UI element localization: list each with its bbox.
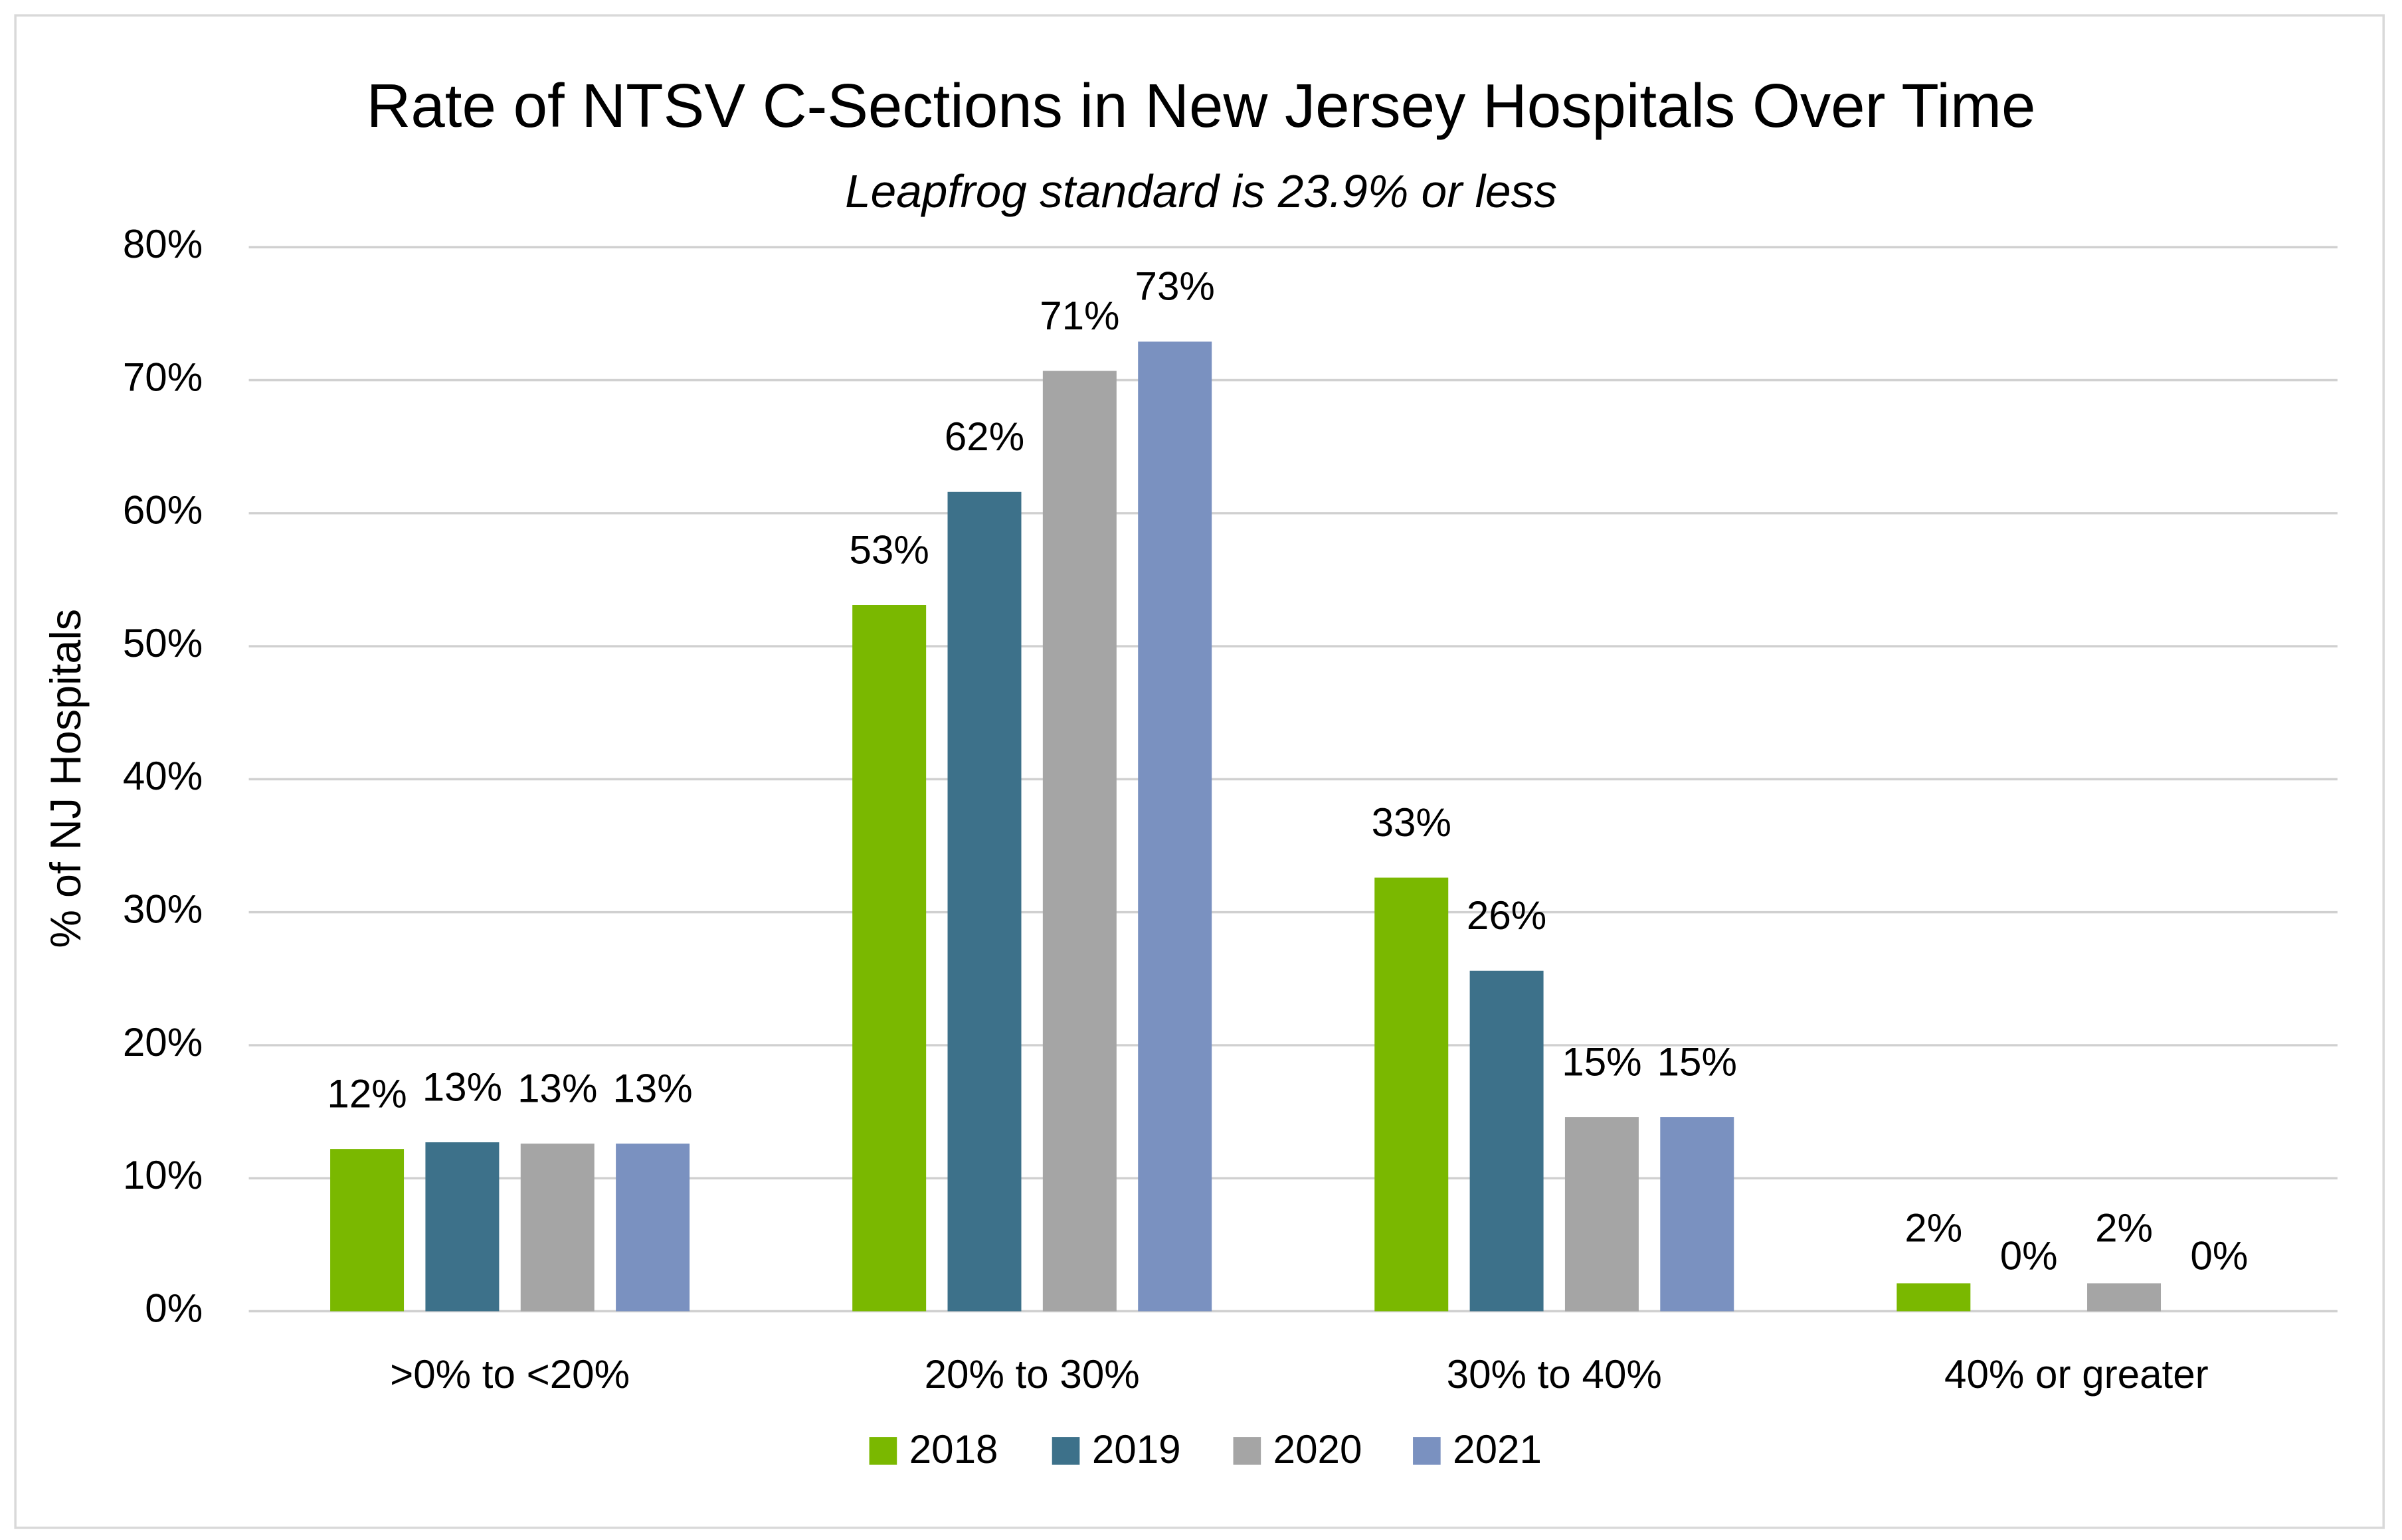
bar	[1896, 1283, 1971, 1312]
chart-subtitle: Leapfrog standard is 23.9% or less	[845, 165, 1557, 217]
data-label: 33%	[1372, 800, 1451, 845]
bar	[947, 491, 1022, 1312]
data-label: 62%	[945, 414, 1024, 459]
data-label: 15%	[1562, 1039, 1641, 1084]
bar	[616, 1144, 690, 1312]
legend-swatch	[1233, 1437, 1261, 1465]
bar	[1660, 1117, 1734, 1312]
data-label: 73%	[1135, 264, 1215, 309]
data-label: 13%	[517, 1066, 597, 1110]
data-label: 2%	[2095, 1206, 2153, 1250]
bar	[330, 1149, 405, 1312]
data-label: 0%	[2190, 1234, 2248, 1278]
legend-label: 2019	[1092, 1427, 1181, 1472]
legend-swatch	[1413, 1437, 1441, 1465]
legend-swatch	[869, 1437, 897, 1465]
bar	[2087, 1283, 2162, 1312]
bar	[852, 605, 927, 1312]
x-tick-label: >0% to <20%	[390, 1352, 630, 1397]
bar	[1374, 877, 1449, 1312]
data-label: 26%	[1467, 893, 1546, 938]
y-tick-label: 40%	[123, 754, 203, 798]
x-tick-label: 40% or greater	[1944, 1352, 2209, 1397]
data-label: 0%	[2000, 1234, 2058, 1278]
y-tick-label: 30%	[123, 887, 203, 932]
bar	[1469, 970, 1544, 1312]
legend-swatch	[1052, 1437, 1080, 1465]
y-tick-label: 80%	[123, 222, 203, 266]
y-tick-label: 70%	[123, 355, 203, 399]
y-tick-label: 10%	[123, 1153, 203, 1197]
x-tick-label: 20% to 30%	[925, 1352, 1140, 1397]
data-label: 53%	[850, 527, 929, 572]
chart-title: Rate of NTSV C-Sections in New Jersey Ho…	[367, 71, 2036, 140]
data-label: 15%	[1657, 1039, 1737, 1084]
legend-label: 2021	[1453, 1427, 1542, 1472]
y-tick-label: 60%	[123, 488, 203, 533]
legend-label: 2020	[1273, 1427, 1362, 1472]
data-label: 71%	[1040, 294, 1119, 338]
bar	[520, 1144, 595, 1312]
y-axis-label: % of NJ Hospitals	[41, 609, 90, 948]
data-label: 13%	[422, 1065, 502, 1109]
bar	[1138, 341, 1212, 1312]
data-label: 2%	[1904, 1206, 1962, 1250]
bar	[425, 1142, 500, 1312]
data-label: 13%	[612, 1066, 692, 1110]
y-tick-label: 50%	[123, 621, 203, 665]
y-tick-label: 20%	[123, 1020, 203, 1065]
x-tick-label: 30% to 40%	[1447, 1352, 1662, 1397]
bar	[1042, 371, 1117, 1312]
bar	[1564, 1117, 1639, 1312]
data-label: 12%	[327, 1071, 407, 1116]
legend-label: 2018	[909, 1427, 998, 1472]
y-tick-label: 0%	[145, 1286, 203, 1330]
